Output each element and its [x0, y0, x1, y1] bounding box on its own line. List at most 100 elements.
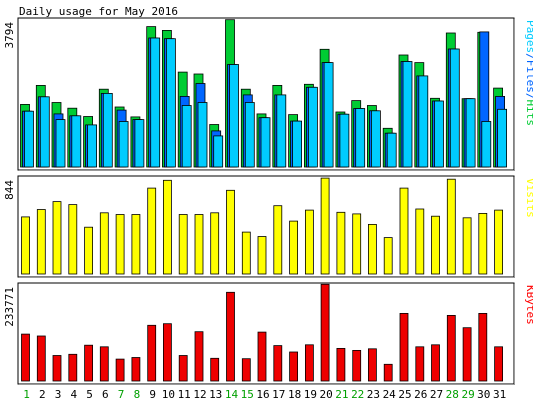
x-tick-label-day-18: 18 — [288, 388, 301, 401]
bar-pages-day-15 — [244, 102, 255, 168]
bar-kbytes-day-7 — [115, 358, 125, 382]
bar-pages-day-1 — [24, 110, 34, 168]
x-tick-label-day-2: 2 — [39, 388, 46, 401]
bar-visits-day-4 — [68, 204, 78, 275]
legend-entry: Files — [524, 60, 533, 93]
bar-pages-day-7 — [118, 121, 129, 168]
x-tick-label-day-14: 14 — [225, 388, 239, 401]
bar-kbytes-day-10 — [162, 323, 172, 382]
bar-kbytes-day-12 — [194, 331, 204, 382]
bar-pages-day-9 — [150, 37, 161, 168]
bar-visits-day-23 — [367, 223, 377, 275]
bar-pages-day-4 — [71, 115, 82, 168]
bars-hits-files-pages — [20, 19, 508, 168]
bar-pages-day-21 — [339, 113, 350, 168]
x-tick-label-day-6: 6 — [102, 388, 109, 401]
bar-visits-day-14 — [226, 189, 235, 275]
x-tick-label-day-4: 4 — [70, 388, 77, 401]
x-tick-label-day-30: 30 — [477, 388, 490, 401]
bar-pages-day-19 — [307, 86, 318, 168]
x-tick-label-day-31: 31 — [493, 388, 506, 401]
bar-visits-day-6 — [99, 212, 109, 275]
legend-entry: Hits — [524, 100, 533, 127]
bar-visits-day-9 — [147, 187, 157, 275]
bar-pages-day-24 — [386, 132, 397, 168]
bar-visits-day-24 — [383, 237, 393, 275]
bar-kbytes-day-13 — [210, 357, 220, 382]
bar-pages-day-29 — [465, 98, 476, 168]
x-tick-label-day-15: 15 — [241, 388, 254, 401]
bar-visits-day-16 — [257, 236, 267, 275]
bar-visits-day-31 — [494, 209, 504, 275]
bar-kbytes-day-21 — [336, 347, 346, 382]
bar-visits-day-5 — [84, 226, 93, 275]
bar-pages-day-10 — [165, 38, 176, 168]
bar-visits-day-20 — [320, 177, 330, 275]
bar-pages-day-22 — [355, 108, 366, 168]
bar-kbytes-day-11 — [178, 355, 188, 382]
x-tick-label-day-25: 25 — [398, 388, 411, 401]
bar-visits-day-27 — [431, 215, 440, 275]
bar-pages-day-20 — [323, 62, 334, 168]
bar-kbytes-day-4 — [68, 353, 78, 382]
bar-pages-day-2 — [39, 96, 50, 168]
bar-pages-day-17 — [276, 94, 287, 168]
bar-kbytes-day-31 — [494, 346, 504, 382]
bar-visits-day-25 — [399, 187, 409, 275]
x-tick-label-day-19: 19 — [304, 388, 317, 401]
bar-kbytes-day-8 — [131, 357, 141, 382]
bar-kbytes-day-16 — [257, 331, 267, 382]
bar-kbytes-day-28 — [446, 314, 456, 382]
x-tick-label-day-5: 5 — [86, 388, 93, 401]
bar-pages-day-26 — [418, 75, 429, 168]
bar-visits-day-15 — [241, 231, 251, 275]
x-tick-label-day-21: 21 — [335, 388, 348, 401]
bar-kbytes-day-5 — [84, 344, 93, 382]
bars-visits — [21, 177, 504, 275]
bar-visits-day-10 — [162, 179, 172, 275]
bar-pages-day-25 — [402, 61, 413, 168]
bar-kbytes-day-23 — [367, 348, 377, 382]
bar-pages-day-5 — [87, 124, 97, 168]
bar-visits-day-11 — [178, 214, 188, 275]
bar-pages-day-31 — [497, 108, 508, 168]
x-tick-label-day-12: 12 — [193, 388, 206, 401]
x-tick-label-day-24: 24 — [383, 388, 397, 401]
bar-kbytes-day-1 — [21, 333, 30, 382]
x-tick-label-day-22: 22 — [351, 388, 364, 401]
bar-kbytes-day-3 — [52, 355, 62, 382]
legend-separator: / — [524, 53, 533, 60]
bar-kbytes-day-26 — [415, 346, 425, 382]
bar-visits-day-8 — [131, 214, 141, 275]
bar-kbytes-day-20 — [320, 283, 330, 382]
bar-kbytes-day-14 — [226, 291, 235, 382]
bar-kbytes-day-27 — [431, 344, 440, 382]
bar-pages-day-16 — [260, 117, 271, 168]
x-axis-labels: 1 2 3 4 5 6 7 8 9 10 11 12 13 14 15 16 17 18 19 20 21 22 23 24 2… — [23, 388, 506, 401]
legend-entry: KBytes — [524, 285, 533, 325]
bar-visits-day-29 — [462, 217, 472, 275]
x-tick-label-day-17: 17 — [272, 388, 285, 401]
panel-kbytes: 233771 KBytes — [3, 282, 533, 385]
panel-visits: 844 Visits — [3, 175, 533, 278]
bar-kbytes-day-9 — [147, 324, 157, 382]
bar-pages-day-3 — [55, 119, 66, 168]
x-tick-label-day-7: 7 — [118, 388, 125, 401]
bar-pages-day-28 — [449, 48, 460, 168]
bar-visits-day-28 — [446, 178, 456, 275]
x-tick-label-day-10: 10 — [162, 388, 175, 401]
x-tick-label-day-20: 20 — [319, 388, 332, 401]
panel-max-label: 3794 — [3, 22, 16, 49]
x-tick-label-day-29: 29 — [461, 388, 474, 401]
panel-max-label: 844 — [3, 180, 16, 200]
bar-kbytes-day-18 — [289, 351, 299, 382]
bar-kbytes-day-6 — [99, 346, 109, 382]
chart-title: Daily usage for May 2016 — [19, 5, 178, 18]
bar-kbytes-day-15 — [241, 358, 251, 382]
legend-entry: Visits — [524, 178, 533, 218]
bar-visits-day-17 — [273, 205, 283, 275]
bar-visits-day-18 — [289, 220, 299, 275]
bar-pages-day-27 — [434, 100, 444, 168]
x-tick-label-day-1: 1 — [23, 388, 30, 401]
